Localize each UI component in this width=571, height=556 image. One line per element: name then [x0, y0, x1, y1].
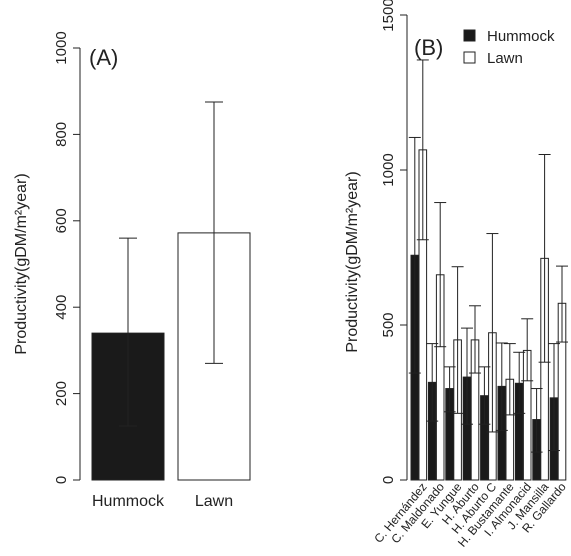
panel-a-y-tick-label: 0 [53, 476, 70, 484]
panel-a-chart: 0 200 400 600 800 1000 Hummock Lawn (A) Produc… [13, 31, 251, 510]
panel-a-error-bars [119, 101, 223, 427]
panel-b-error-bars [408, 59, 568, 453]
panel-b-label: (B) [414, 35, 443, 60]
panel-a-category-label: Lawn [195, 493, 233, 510]
panel-a-y-axis-label: Productivity(gDM/m²year) [13, 173, 30, 354]
panel-b-bars [410, 149, 567, 481]
panel-a-y-tick-label: 200 [53, 381, 70, 406]
panel-b-y-tick-label: 1500 [380, 0, 397, 32]
legend-label-hummock: Hummock [487, 28, 555, 45]
panel-a-y-tick-label: 600 [53, 208, 70, 233]
panel-b-y-tick-label: 500 [380, 312, 397, 337]
panel-a-y-tick-label: 1000 [53, 31, 70, 64]
panel-a-category-labels: Hummock Lawn [92, 493, 233, 510]
panel-b-y-axis-label: Productivity(gDM/m²year) [344, 171, 361, 352]
panel-a-label: (A) [89, 45, 118, 70]
legend-swatch-lawn [463, 51, 476, 64]
panel-a-y-tick-label: 800 [53, 122, 70, 147]
panel-b-y-tick-label: 0 [380, 476, 397, 484]
panel-a-category-label: Hummock [92, 493, 165, 510]
panel-b-y-tick-label: 1000 [380, 153, 397, 186]
legend-label-lawn: Lawn [487, 50, 523, 67]
panel-a-bars [91, 232, 251, 481]
legend-swatch-hummock [463, 29, 476, 42]
panel-b-y-ticks: 0 500 1000 1500 [380, 0, 407, 484]
panel-b-legend: Hummock Lawn [463, 28, 555, 67]
panel-a-y-ticks: 0 200 400 600 800 1000 [53, 31, 80, 484]
panel-a-y-tick-label: 400 [53, 295, 70, 320]
